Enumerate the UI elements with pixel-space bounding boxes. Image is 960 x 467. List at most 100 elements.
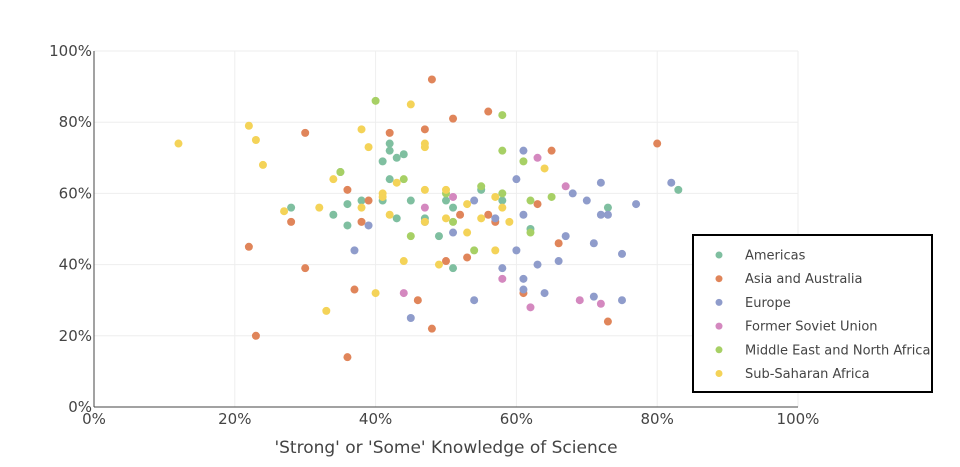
data-point <box>512 175 521 184</box>
legend-marker <box>715 370 723 377</box>
data-point <box>392 214 401 223</box>
data-point <box>477 182 486 191</box>
x-tick-labels: 0% 20% 40% 60% 80% 100% <box>82 410 819 428</box>
data-point <box>385 175 394 184</box>
data-point <box>442 185 450 194</box>
data-point <box>575 296 584 305</box>
data-point <box>463 200 472 209</box>
data-point <box>618 296 626 305</box>
data-point <box>484 210 493 219</box>
y-tick-label: 20% <box>59 327 92 345</box>
data-point <box>378 192 387 201</box>
data-point <box>568 189 577 198</box>
data-point <box>174 139 183 148</box>
data-point <box>470 196 479 205</box>
data-point <box>498 203 507 212</box>
data-point <box>434 260 443 269</box>
series-group <box>336 96 556 255</box>
y-tick-label: 0% <box>68 398 92 416</box>
data-point <box>406 100 415 109</box>
data-point <box>350 246 359 255</box>
data-point <box>561 232 570 241</box>
data-point <box>385 146 394 155</box>
data-point <box>463 228 472 237</box>
data-point <box>519 285 528 294</box>
x-tick-label: 60% <box>500 410 533 428</box>
data-point <box>519 146 528 155</box>
legend-label: Asia and Australia <box>745 272 862 287</box>
legend-label: Middle East and North Africa <box>745 343 930 358</box>
data-point <box>406 314 415 322</box>
data-point <box>399 257 408 266</box>
data-point <box>498 274 507 283</box>
data-point <box>589 239 598 248</box>
data-point <box>603 317 612 326</box>
data-point <box>329 175 338 184</box>
legend-marker <box>715 275 723 283</box>
legend-marker <box>715 346 723 354</box>
data-point <box>449 114 458 123</box>
data-point <box>526 196 535 205</box>
data-point <box>547 146 556 155</box>
x-tick-label: 80% <box>641 410 674 428</box>
data-point <box>442 196 450 205</box>
data-point <box>413 296 422 305</box>
data-point <box>364 221 373 230</box>
data-point <box>357 203 366 212</box>
data-point <box>491 192 500 201</box>
legend-box <box>692 234 933 393</box>
legend-marker <box>715 251 723 259</box>
x-tick-label: 0% <box>82 410 106 428</box>
data-point <box>561 182 570 191</box>
data-point <box>244 121 253 130</box>
y-tick-labels: 0% 20% 40% 60% 80% 100% <box>49 42 92 416</box>
data-point <box>526 228 535 237</box>
data-point <box>322 306 331 315</box>
y-tick-label: 60% <box>59 184 92 202</box>
data-point <box>498 189 507 198</box>
data-point <box>674 185 683 194</box>
data-point <box>540 164 549 173</box>
y-tick-label: 80% <box>59 113 92 131</box>
series-group <box>399 153 605 312</box>
data-point <box>449 264 458 273</box>
data-point <box>470 296 479 305</box>
series-group <box>244 75 662 362</box>
data-point <box>589 292 598 301</box>
data-point <box>301 264 310 273</box>
data-point <box>449 203 458 212</box>
data-point <box>498 264 507 273</box>
data-point <box>519 210 528 219</box>
data-point <box>596 210 605 219</box>
legend-label: Former Soviet Union <box>745 320 878 335</box>
data-point <box>498 196 507 205</box>
data-point <box>301 128 310 137</box>
data-point <box>505 217 514 226</box>
data-point <box>343 353 352 362</box>
data-point <box>470 246 479 255</box>
series-group <box>174 100 549 315</box>
data-point <box>406 232 415 241</box>
data-point <box>371 96 380 105</box>
x-axis-title: 'Strong' or 'Some' Knowledge of Science <box>274 438 617 458</box>
data-point <box>406 196 415 205</box>
data-point <box>519 274 528 283</box>
data-point <box>512 246 521 255</box>
legend: Americas Asia and Australia Europe Former S… <box>692 234 933 393</box>
x-tick-label: 100% <box>777 410 820 428</box>
data-point <box>329 210 338 219</box>
data-point <box>287 203 296 212</box>
data-point <box>667 178 676 187</box>
data-point <box>280 207 289 216</box>
data-point <box>554 239 563 248</box>
data-point <box>618 249 626 258</box>
data-point <box>364 143 373 152</box>
data-point <box>653 139 662 148</box>
data-point <box>603 210 612 219</box>
data-point <box>533 153 542 162</box>
data-point <box>420 203 429 212</box>
data-points <box>174 75 683 362</box>
data-point <box>582 196 591 205</box>
data-point <box>498 146 507 155</box>
